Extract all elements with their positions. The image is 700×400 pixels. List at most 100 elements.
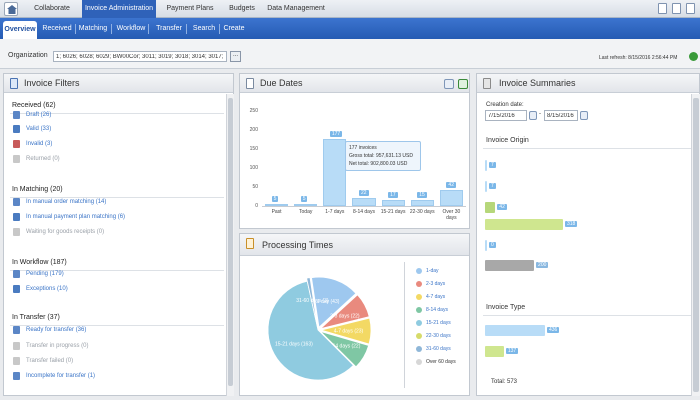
sub-tab-transfer[interactable]: Transfer xyxy=(156,25,182,32)
date-separator: - xyxy=(539,111,541,117)
info-icon[interactable] xyxy=(672,3,681,14)
filter-item-received-0[interactable]: Draft (26) xyxy=(26,112,52,118)
organization-input[interactable] xyxy=(53,51,227,62)
origin-bar-0[interactable] xyxy=(485,160,487,171)
invoice-filters-header: Invoice Filters xyxy=(4,74,233,93)
top-tab-1[interactable]: Invoice Administration xyxy=(82,0,156,18)
origin-bar-2[interactable] xyxy=(485,202,496,213)
legend-dot-7 xyxy=(416,359,422,365)
filter-item-workflow-1[interactable]: Exceptions (10) xyxy=(26,286,68,292)
origin-bar-1[interactable] xyxy=(485,181,487,192)
legend-label-3[interactable]: 8-14 days xyxy=(426,307,448,313)
due-date-bar-1[interactable] xyxy=(294,204,318,206)
tab-separator xyxy=(219,24,220,34)
chart-icon[interactable] xyxy=(658,3,667,14)
organization-label: Organization xyxy=(8,52,48,59)
tooltip-net-total: Net total: 902,800.03 USD xyxy=(349,161,408,167)
table-view-icon[interactable] xyxy=(444,79,454,89)
filter-item-transfer-3[interactable]: Incomplete for transfer (1) xyxy=(26,373,96,379)
filter-item-received-2[interactable]: Invalid (3) xyxy=(26,141,53,147)
pie-slice-6[interactable] xyxy=(306,277,318,328)
pie-slice-label-2: 4-7 days (23) xyxy=(334,329,364,335)
filter-section-matching: In Matching (20) xyxy=(12,186,63,193)
calendar-to-icon[interactable] xyxy=(580,111,588,120)
bar-value-label-1: 5 xyxy=(300,196,308,202)
x-tick-label-3: 8-14 days xyxy=(353,209,375,215)
filter-item-icon xyxy=(13,228,20,236)
legend-divider xyxy=(404,262,405,388)
date-from-input[interactable] xyxy=(485,110,527,121)
summaries-scroll-thumb[interactable] xyxy=(693,98,699,392)
filter-item-received-3[interactable]: Returned (0) xyxy=(26,156,60,162)
pie-slice-1[interactable] xyxy=(320,294,370,329)
pie-slice-4[interactable] xyxy=(267,280,354,381)
invoice-summaries-title: Invoice Summaries xyxy=(499,78,576,88)
filter-item-transfer-0[interactable]: Ready for transfer (36) xyxy=(26,327,87,333)
filters-scroll-thumb[interactable] xyxy=(228,98,233,386)
filter-item-workflow-0[interactable]: Pending (179) xyxy=(26,271,64,277)
sub-tab-overview[interactable]: Overview xyxy=(3,21,37,39)
legend-label-2[interactable]: 4-7 days xyxy=(426,294,446,300)
due-date-bar-4[interactable] xyxy=(381,199,405,206)
home-icon[interactable] xyxy=(4,2,18,16)
origin-bar-value-2: 42 xyxy=(497,204,507,210)
top-bar: Collaborate Invoice Administration Payment… xyxy=(0,0,700,18)
filter-item-matching-2[interactable]: Waiting for goods receipts (0) xyxy=(26,229,105,235)
export-excel-icon[interactable] xyxy=(458,79,468,89)
pie-slice-3[interactable] xyxy=(320,331,370,368)
legend-dot-4 xyxy=(416,320,422,326)
pie-slice-0[interactable] xyxy=(311,276,357,328)
filters-scrollbar[interactable] xyxy=(226,94,234,396)
filter-item-received-1[interactable]: Valid (33) xyxy=(26,126,52,132)
invoice-filters-panel: Invoice Filters Received (62) Draft (26) V… xyxy=(3,73,234,396)
due-date-bar-6[interactable] xyxy=(439,190,463,206)
legend-dot-3 xyxy=(416,307,422,313)
y-tick-label: 150 xyxy=(249,146,258,152)
filter-item-icon xyxy=(13,357,20,365)
filter-item-matching-1[interactable]: In manual payment plan matching (6) xyxy=(26,214,126,220)
organization-bar: Organization ... Last refresh: 8/15/2016… xyxy=(0,39,700,69)
top-tab-0[interactable]: Collaborate xyxy=(34,5,70,12)
date-to-input[interactable] xyxy=(544,110,578,121)
sub-tab-matching[interactable]: Matching xyxy=(78,25,108,32)
due-date-bar-0[interactable] xyxy=(265,204,289,206)
due-dates-header: Due Dates xyxy=(240,74,469,93)
legend-label-1[interactable]: 2-3 days xyxy=(426,281,446,287)
origin-bar-3[interactable] xyxy=(485,219,563,230)
top-tab-3[interactable]: Budgets xyxy=(229,5,255,12)
y-tick-label: 250 xyxy=(249,108,258,114)
calendar-from-icon[interactable] xyxy=(529,111,537,120)
sub-tab-search[interactable]: Search xyxy=(192,25,216,32)
refresh-icon[interactable] xyxy=(689,52,698,61)
sub-tab-create[interactable]: Create xyxy=(223,25,245,32)
filter-item-icon xyxy=(13,198,20,206)
legend-label-7[interactable]: Over 60 days xyxy=(426,359,456,365)
legend-label-0[interactable]: 1-day xyxy=(426,268,439,274)
pie-slice-2[interactable] xyxy=(319,317,372,345)
top-tab-4[interactable]: Data Management xyxy=(267,5,325,12)
due-date-bar-2[interactable] xyxy=(323,138,347,206)
legend-label-6[interactable]: 31-60 days xyxy=(426,346,451,352)
last-refresh-text: Last refresh: 8/15/2016 2:56:44 PM xyxy=(599,55,678,61)
origin-bar-4[interactable] xyxy=(485,240,487,251)
legend-label-4[interactable]: 15-21 days xyxy=(426,320,451,326)
legend-label-5[interactable]: 22-30 days xyxy=(426,333,451,339)
due-date-bar-3[interactable] xyxy=(352,197,376,206)
organization-picker-button[interactable]: ... xyxy=(230,51,241,62)
due-date-bar-5[interactable] xyxy=(410,200,434,206)
sub-tab-workflow[interactable]: Workflow xyxy=(116,25,146,32)
top-tab-2[interactable]: Payment Plans xyxy=(166,5,214,12)
summaries-scrollbar[interactable] xyxy=(691,94,700,396)
filter-item-matching-0[interactable]: In manual order matching (14) xyxy=(26,199,107,205)
help-icon[interactable] xyxy=(686,3,695,14)
pie-slice-label-4: 15-21 days (163) xyxy=(275,341,313,347)
type-bar-0[interactable] xyxy=(485,325,545,336)
tab-separator xyxy=(111,24,112,34)
filter-item-transfer-1[interactable]: Transfer in progress (0) xyxy=(26,343,89,349)
origin-bar-5[interactable] xyxy=(485,260,535,271)
bar-value-label-4: 17 xyxy=(388,191,398,198)
filter-item-transfer-2[interactable]: Transfer failed (0) xyxy=(26,358,74,364)
type-bar-1[interactable] xyxy=(485,346,504,357)
sub-tab-received[interactable]: Received xyxy=(42,25,72,32)
filter-item-icon xyxy=(13,326,20,334)
